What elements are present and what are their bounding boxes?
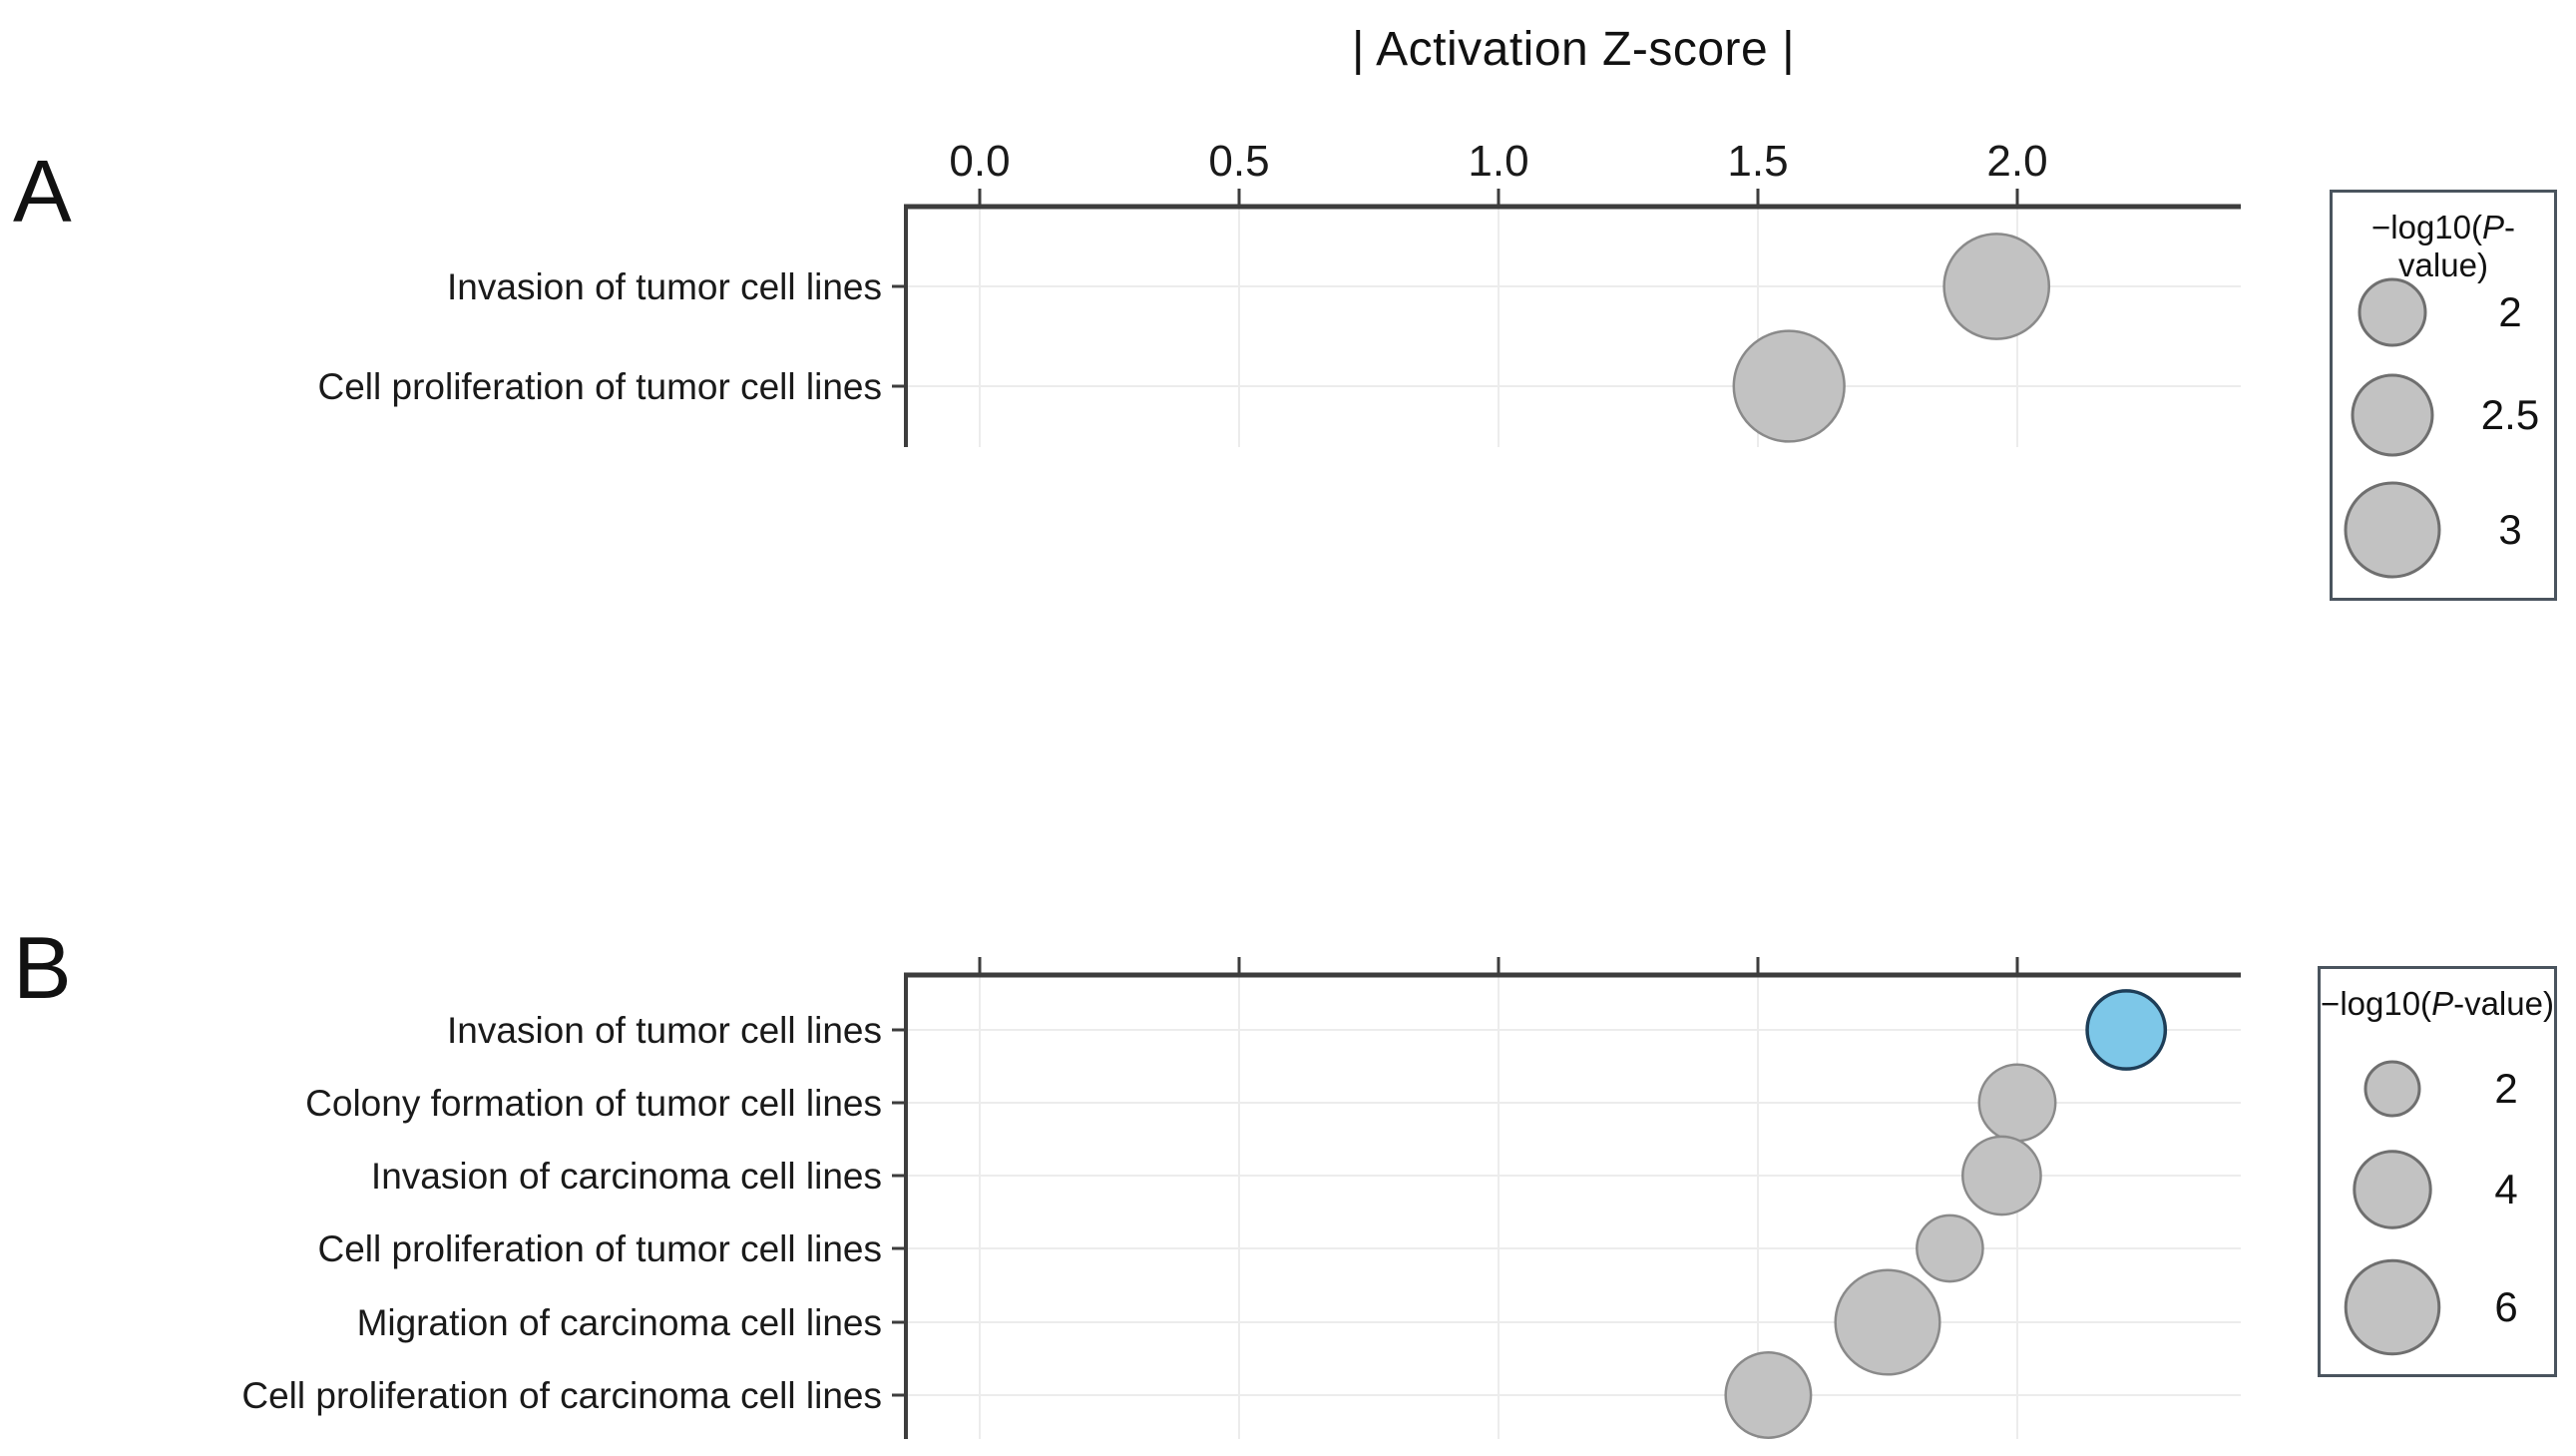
data-bubble — [1977, 1063, 2057, 1143]
legend-title-suffix: -value) — [2453, 985, 2554, 1022]
chart-title: | Activation Z-score | — [1351, 23, 1796, 76]
legend-size-circle — [2344, 1258, 2441, 1356]
legend-size-circles — [2344, 277, 2441, 579]
category-label: Colony formation of tumor cell lines — [305, 1083, 882, 1124]
x-tick-label: 1.0 — [1468, 137, 1528, 186]
category-label: Invasion of carcinoma cell lines — [371, 1156, 882, 1197]
legend-title-p-italic: P — [2482, 209, 2505, 245]
x-tick-label: 0.0 — [949, 137, 1010, 186]
panel-b-label: B — [13, 918, 72, 1017]
legend-size-label: 2.5 — [2480, 391, 2540, 438]
legend-title-prefix: −log10( — [2370, 209, 2482, 245]
legend-title: −log10(P-value) — [2321, 985, 2554, 1023]
category-label: Cell proliferation of carcinoma cell lin… — [241, 1375, 882, 1416]
legend-size-circle — [2353, 1150, 2432, 1229]
legend-title-p-italic: P — [2431, 985, 2454, 1022]
x-tick-label: 2.0 — [1986, 137, 2047, 186]
legend-size-circle — [2358, 277, 2427, 347]
legend-title: −log10(P-value) — [2333, 209, 2554, 284]
legend-title-suffix: -value) — [2398, 209, 2516, 283]
legend-size-circle — [2363, 1060, 2421, 1118]
legend-size-label: 6 — [2494, 1283, 2518, 1330]
data-bubble — [1834, 1268, 1941, 1376]
legend-size-circles — [2344, 1060, 2441, 1356]
legend-size-label: 4 — [2494, 1166, 2518, 1213]
panel-a-label: A — [13, 142, 72, 241]
legend-size-circle — [2351, 373, 2434, 457]
category-label: Invasion of tumor cell lines — [447, 1010, 882, 1051]
highlighted-bubble — [2085, 989, 2168, 1071]
category-label: Migration of carcinoma cell lines — [357, 1302, 882, 1343]
x-tick-label: 1.5 — [1727, 137, 1788, 186]
legend-size-circle — [2344, 481, 2441, 579]
category-label: Cell proliferation of tumor cell lines — [317, 366, 882, 407]
data-bubble — [1724, 1351, 1813, 1439]
x-tick-label: 0.5 — [1208, 137, 1269, 186]
data-bubble — [1961, 1135, 2042, 1216]
panel-b-size-legend: −log10(P-value) 2 4 6 — [2318, 966, 2557, 1377]
data-bubble — [1942, 233, 2051, 340]
legend-size-label: 2 — [2494, 1065, 2518, 1112]
panel-a-size-legend: −log10(P-value) 2 2.5 3 — [2330, 190, 2557, 601]
panel-b-plot: Invasion of tumor cell lines Colony forma… — [241, 957, 2241, 1439]
legend-title-prefix: −log10( — [2321, 985, 2432, 1022]
panel-a-plot: 0.0 0.5 1.0 1.5 2.0 Invasion of tumor cell li… — [317, 137, 2241, 447]
category-label: Cell proliferation of tumor cell lines — [317, 1228, 882, 1269]
legend-size-label: 3 — [2498, 506, 2522, 553]
category-label: Invasion of tumor cell lines — [447, 266, 882, 307]
data-bubble — [1732, 329, 1846, 443]
legend-size-label: 2 — [2498, 288, 2522, 335]
data-bubble — [1916, 1213, 1984, 1283]
